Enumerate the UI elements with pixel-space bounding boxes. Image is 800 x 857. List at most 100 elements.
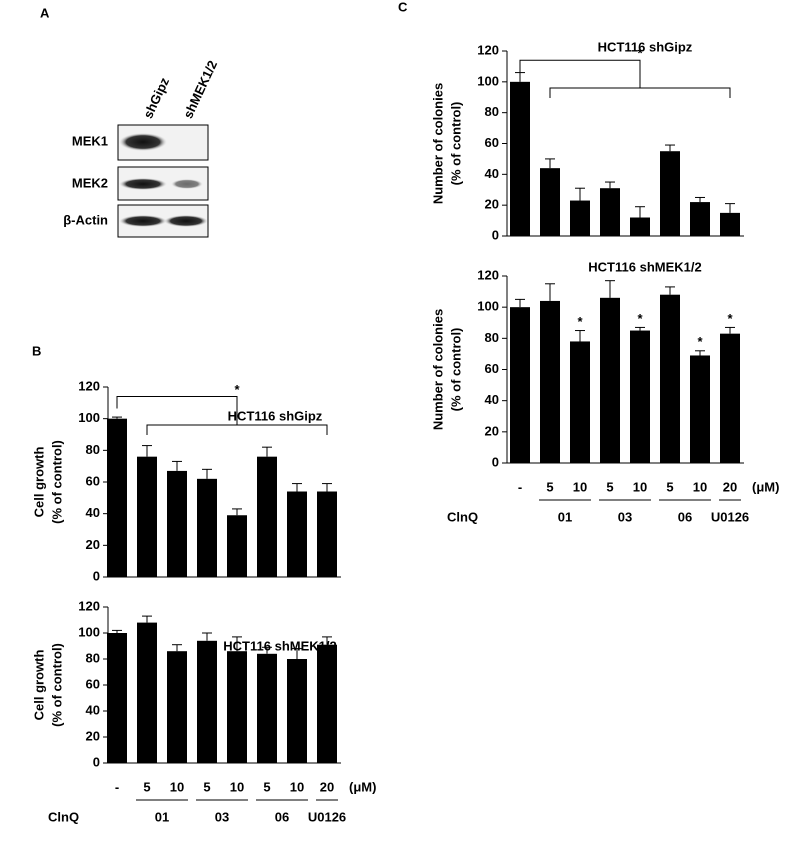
bar	[167, 470, 187, 577]
y-tick-label: 80	[86, 442, 100, 457]
bar	[510, 307, 530, 463]
bar	[287, 491, 307, 577]
group-label: U0126	[711, 509, 749, 524]
panel-label: B	[32, 343, 41, 358]
blot	[117, 124, 209, 238]
bar	[660, 151, 680, 236]
bracket	[116, 396, 238, 425]
bar	[720, 333, 740, 463]
bar	[107, 418, 127, 577]
y-tick-label: 80	[485, 330, 499, 345]
y-tick-label: 60	[86, 676, 100, 691]
y-tick-label: 120	[78, 598, 100, 613]
x-tick-label: 10	[230, 779, 244, 794]
x-tick-label: 5	[143, 779, 150, 794]
y-tick-label: 60	[485, 361, 499, 376]
bar	[600, 297, 620, 463]
bar	[167, 651, 187, 763]
bar	[257, 456, 277, 577]
y-tick-label: 60	[86, 473, 100, 488]
significance: *	[577, 314, 583, 329]
chart-title: HCT116 shMEK1/2	[588, 259, 701, 274]
y-tick-label: 40	[485, 392, 499, 407]
y-axis-label: (% of control)	[49, 643, 64, 727]
y-tick-label: 0	[492, 227, 499, 242]
y-tick-label: 20	[86, 728, 100, 743]
bar	[227, 651, 247, 763]
x-tick-label: 10	[573, 479, 587, 494]
y-tick-label: 20	[86, 537, 100, 552]
bar	[287, 659, 307, 763]
unit-label: (μM)	[349, 779, 376, 794]
chart-title: HCT116 shGipz	[598, 39, 693, 54]
bar	[540, 300, 560, 463]
x-tick-label: 10	[633, 479, 647, 494]
bar	[630, 330, 650, 463]
y-axis-label: Cell growth	[31, 447, 46, 518]
y-tick-label: 40	[86, 702, 100, 717]
y-axis-label: (% of control)	[448, 328, 463, 412]
bracket	[549, 87, 731, 98]
x-tick-label: 10	[170, 779, 184, 794]
y-tick-label: 40	[485, 166, 499, 181]
unit-label: (μM)	[752, 479, 779, 494]
y-axis-label: Cell growth	[31, 650, 46, 721]
y-tick-label: 0	[492, 454, 499, 469]
bracket-label: *	[637, 46, 643, 61]
bracket	[146, 424, 328, 435]
bracket-label: *	[234, 382, 240, 397]
x-tick-label: 5	[666, 479, 673, 494]
group-label: 06	[275, 809, 289, 824]
group-label: 01	[155, 809, 169, 824]
bar	[197, 478, 217, 577]
bracket	[519, 59, 641, 88]
y-tick-label: 20	[485, 197, 499, 212]
y-tick-label: 100	[78, 410, 100, 425]
bar	[257, 653, 277, 763]
y-tick-label: 40	[86, 505, 100, 520]
y-tick-label: 80	[86, 650, 100, 665]
y-tick-label: 0	[93, 568, 100, 583]
panel-label: C	[398, 0, 408, 14]
bar	[317, 491, 337, 577]
bar	[540, 168, 560, 236]
y-tick-label: 80	[485, 104, 499, 119]
bar	[690, 202, 710, 236]
x-tick-label: 10	[290, 779, 304, 794]
y-tick-label: 100	[477, 299, 499, 314]
bar	[137, 456, 157, 577]
x-tick-label: -	[115, 779, 119, 794]
y-axis-label: (% of control)	[49, 440, 64, 524]
bar	[600, 188, 620, 236]
y-tick-label: 100	[477, 73, 499, 88]
group-label: U0126	[308, 809, 346, 824]
blot-label: MEK2	[72, 175, 108, 190]
bar	[570, 200, 590, 236]
group-label: 03	[618, 509, 632, 524]
lane-label: shGipz	[140, 75, 172, 121]
x-tick-label: 5	[263, 779, 270, 794]
bar	[720, 212, 740, 236]
bar	[107, 633, 127, 763]
bar	[510, 81, 530, 236]
y-tick-label: 120	[477, 42, 499, 57]
y-axis-label: (% of control)	[448, 102, 463, 186]
x-tick-label: 5	[606, 479, 613, 494]
y-tick-label: 60	[485, 135, 499, 150]
bar	[227, 515, 247, 577]
y-axis-label: Number of colonies	[430, 83, 445, 204]
bar	[690, 355, 710, 463]
blot-label: β-Actin	[63, 212, 108, 227]
bar	[630, 217, 650, 236]
x-tick-label: 5	[546, 479, 553, 494]
y-tick-label: 120	[78, 378, 100, 393]
group-label: 03	[215, 809, 229, 824]
y-tick-label: 120	[477, 267, 499, 282]
x-axis-label: ClnQ	[447, 509, 478, 524]
group-label: 01	[558, 509, 572, 524]
x-tick-label: 5	[203, 779, 210, 794]
panel-label: A	[40, 5, 50, 20]
y-tick-label: 100	[78, 624, 100, 639]
lane-label: shMEK1/2	[180, 58, 220, 121]
